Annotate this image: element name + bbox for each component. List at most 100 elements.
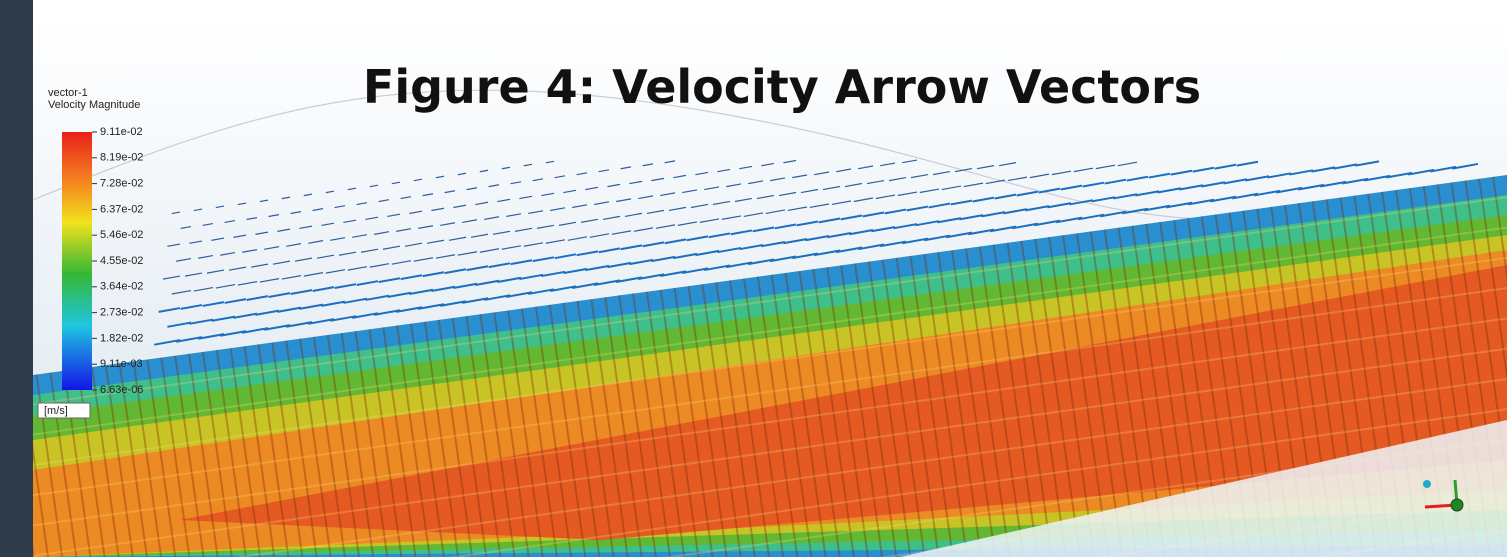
vector-arrow: [809, 203, 830, 209]
vector-arrow: [827, 232, 852, 239]
vector-arrow: [422, 271, 445, 278]
legend-label: 9.11e-03: [100, 358, 143, 370]
vector-arrow: [171, 211, 181, 215]
vector-arrow: [299, 225, 313, 230]
vector-arrow: [611, 230, 632, 235]
vector-arrow: [1311, 166, 1336, 173]
vector-arrow: [924, 234, 951, 242]
vector-arrow: [682, 267, 709, 275]
legend-unit: [m/s]: [44, 405, 68, 417]
legend-label: 6.37e-02: [100, 203, 143, 215]
vector-arrow: [985, 179, 1006, 185]
vector-arrow: [1320, 180, 1347, 188]
vector-arrow: [862, 211, 885, 218]
vector-arrow: [475, 201, 489, 206]
vector-arrow: [616, 276, 643, 283]
vector-arrow: [484, 294, 511, 301]
vector-arrow: [708, 232, 731, 239]
side-bar: [0, 0, 33, 557]
vector-arrow: [198, 254, 214, 259]
vector-arrow: [589, 233, 610, 238]
vector-arrow: [655, 224, 676, 229]
vector-arrow: [268, 292, 291, 298]
vector-arrow: [321, 300, 346, 307]
vector-arrow: [374, 231, 390, 235]
vector-arrow: [462, 219, 478, 224]
vector-arrow: [246, 295, 269, 301]
vector-arrow: [585, 264, 610, 272]
vector-arrow: [844, 182, 863, 188]
vector-arrow: [836, 246, 863, 254]
vector-arrow: [1117, 161, 1138, 167]
vector-arrow: [510, 181, 522, 185]
vector-arrow: [237, 202, 247, 206]
vector-arrow: [233, 234, 247, 238]
vector-arrow: [576, 172, 588, 176]
vector-arrow: [308, 318, 335, 325]
vector-arrow: [695, 249, 720, 257]
vector-arrow: [726, 261, 753, 269]
vector-arrow: [330, 315, 357, 322]
vector-arrow: [673, 174, 687, 179]
vector-arrow: [726, 183, 742, 188]
vector-arrow: [470, 233, 489, 238]
vector-arrow: [431, 285, 456, 292]
vector-arrow: [558, 221, 577, 226]
vector-arrow: [550, 285, 577, 292]
legend-label: 4.55e-02: [100, 255, 143, 267]
vector-arrow: [479, 169, 489, 173]
vector-arrow: [272, 260, 291, 265]
vector-arrow: [1060, 184, 1083, 191]
vector-arrow: [290, 289, 313, 295]
vector-arrow: [228, 266, 247, 271]
legend-name: vector-1: [48, 87, 88, 99]
vector-arrow: [523, 163, 533, 167]
vector-arrow: [242, 327, 269, 334]
vector-arrow: [858, 165, 874, 170]
vector-arrow: [184, 272, 203, 277]
vector-arrow: [932, 170, 951, 176]
legend-label: 8.19e-02: [100, 152, 143, 164]
vector-arrow: [501, 245, 522, 250]
vector-arrow: [748, 258, 775, 266]
vector-arrow: [193, 208, 203, 212]
vector-arrow: [1386, 171, 1413, 179]
vector-arrow: [281, 275, 302, 280]
vector-arrow: [919, 188, 940, 194]
vector-arrow: [189, 240, 203, 244]
vector-arrow: [739, 243, 764, 251]
vector-arrow: [1025, 205, 1050, 212]
vector-arrow: [831, 200, 852, 206]
vector-arrow: [550, 207, 566, 212]
vector-arrow: [792, 174, 808, 179]
vector-arrow: [189, 318, 214, 325]
vector-arrow: [330, 237, 346, 241]
vector-arrow: [277, 306, 302, 313]
vector-arrow: [572, 282, 599, 289]
vector-arrow: [602, 215, 621, 221]
floor: [900, 420, 1507, 557]
vector-arrow: [176, 257, 192, 262]
band-texture: [33, 175, 1507, 557]
vector-arrow: [1148, 172, 1171, 179]
vector-arrow: [1276, 186, 1303, 194]
vector-arrow: [224, 298, 247, 304]
vector-arrow: [704, 264, 731, 272]
vector-arrow: [475, 279, 500, 287]
vector-arrow: [1223, 178, 1248, 185]
vector-arrow: [528, 210, 544, 215]
vector-arrow: [778, 191, 797, 197]
vector-arrow: [695, 171, 709, 176]
vector-arrow: [365, 294, 390, 301]
vector-arrow: [686, 235, 709, 242]
vector-arrow: [594, 279, 621, 286]
vector-arrow: [202, 222, 214, 227]
vector-arrow: [387, 291, 412, 298]
vector-arrow: [774, 223, 797, 230]
vector-arrow: [541, 270, 566, 278]
vector-arrow: [620, 166, 632, 170]
vector-arrow: [752, 226, 775, 233]
vector-arrow: [259, 278, 280, 283]
vector-arrow: [699, 218, 720, 223]
vector-arrow: [651, 177, 665, 182]
